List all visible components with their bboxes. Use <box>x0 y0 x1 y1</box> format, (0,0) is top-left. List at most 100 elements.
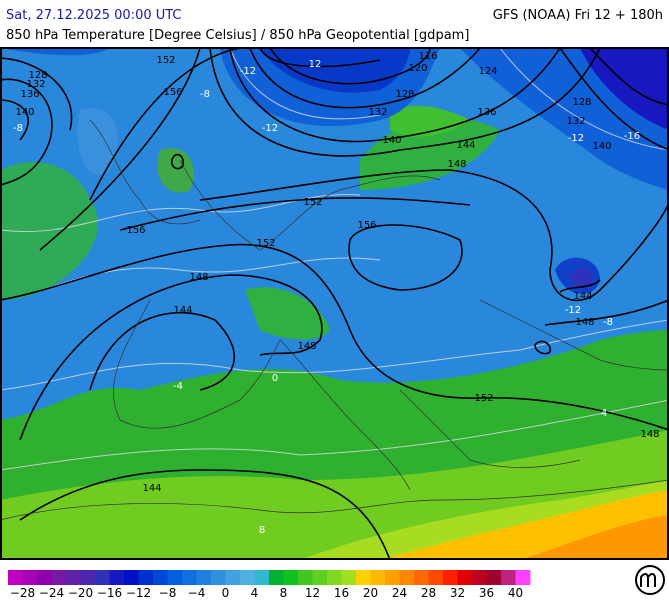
contour-label: 152 <box>156 55 175 66</box>
temperature-label: -12 <box>240 66 256 77</box>
temperature-label: -8 <box>13 123 23 134</box>
colorbar-swatch <box>283 570 299 585</box>
colorbar-swatch <box>414 570 429 585</box>
contour-label: 132 <box>368 107 387 118</box>
colorbar-label: 28 <box>421 586 436 600</box>
colorbar-label: −4 <box>188 586 206 600</box>
colorbar-swatch <box>370 570 386 585</box>
temperature-label: -12 <box>262 123 278 134</box>
contour-label: 144 <box>573 291 592 302</box>
colorbar-swatch <box>196 570 212 585</box>
contour-label: 128 <box>28 70 47 81</box>
colorbar-swatch <box>515 570 531 585</box>
contour-label: 152 <box>256 238 275 249</box>
contour-label: 148 <box>189 272 208 283</box>
model-run: GFS (NOAA) Fri 12 + 180h <box>493 8 663 23</box>
colorbar-swatch <box>8 570 23 585</box>
colorbar-swatch <box>457 570 473 585</box>
contour-label: 136 <box>20 89 39 100</box>
contour-label: 148 <box>447 159 466 170</box>
colorbar-label: 12 <box>305 586 320 600</box>
colorbar-label: 36 <box>479 586 494 600</box>
contour-label: 124 <box>478 66 497 77</box>
temperature-label: -8 <box>200 89 210 100</box>
colorbar-label: −16 <box>97 586 122 600</box>
contour-label: 152 <box>474 393 493 404</box>
contour-label: 156 <box>126 225 145 236</box>
colorbar-swatch <box>428 570 444 585</box>
temperature-label: 0 <box>272 373 278 384</box>
colorbar-swatch <box>399 570 415 585</box>
contour-label: 136 <box>477 107 496 118</box>
map-subtitle: 850 hPa Temperature [Degree Celsius] / 8… <box>6 28 469 43</box>
colorbar-swatch <box>341 570 357 585</box>
colorbar-swatch <box>182 570 197 585</box>
colorbar-swatch <box>66 570 81 585</box>
contour-label: 120 <box>408 63 427 74</box>
colorbar-label: 0 <box>222 586 230 600</box>
temperature-label: 12 <box>309 59 322 70</box>
colorbar-swatch <box>298 570 313 585</box>
colorbar-label: 8 <box>280 586 288 600</box>
colorbar-label: 24 <box>392 586 407 600</box>
valid-time: Sat, 27.12.2025 00:00 UTC <box>6 8 182 23</box>
map: 128 132 136 140 152 156 116 120 124 128 … <box>1 48 668 559</box>
colorbar-swatch <box>486 570 502 585</box>
temperature-label: -12 <box>568 133 584 144</box>
contour-label: 144 <box>173 305 192 316</box>
contour-label: 148 <box>640 429 659 440</box>
contour-label: 156 <box>163 87 182 98</box>
colorbar-label: 4 <box>251 586 259 600</box>
colorbar-swatch <box>109 570 125 585</box>
temperature-label: -4 <box>173 381 183 392</box>
temperature-label: 8 <box>259 525 265 536</box>
colorbar-swatch <box>327 570 342 585</box>
colorbar-label: 20 <box>363 586 378 600</box>
geopotential-labels: 128 132 136 140 152 156 116 120 124 128 … <box>15 51 659 494</box>
contour-label: 132 <box>566 116 585 127</box>
colorbar: −28 −24 −20 −16 −12 −8 −4 0 4 8 12 16 20 24 28 32 36 40 <box>8 570 531 600</box>
contour-label: 144 <box>142 483 161 494</box>
colorbar-swatch <box>211 570 226 585</box>
contour-label: 152 <box>303 197 322 208</box>
colorbar-label: −8 <box>159 586 177 600</box>
colorbar-swatch <box>254 570 270 585</box>
colorbar-swatch <box>356 570 371 585</box>
colorbar-swatch <box>80 570 96 585</box>
contour-label: 128 <box>572 97 591 108</box>
colorbar-swatch <box>22 570 38 585</box>
colorbar-label: 40 <box>508 586 523 600</box>
contour-label: 128 <box>395 89 414 100</box>
contour-label: 132 <box>26 79 45 90</box>
colorbar-swatch <box>37 570 52 585</box>
contour-label: 116 <box>418 51 437 62</box>
colorbar-label: −20 <box>68 586 93 600</box>
contour-label: 140 <box>15 107 34 118</box>
temperature-label: -8 <box>603 317 613 328</box>
colorbar-swatch <box>225 570 241 585</box>
colorbar-swatch <box>95 570 110 585</box>
colorbar-swatch <box>472 570 487 585</box>
temperature-label: -16 <box>624 131 640 142</box>
colorbar-swatch <box>240 570 255 585</box>
contour-label: 144 <box>456 140 475 151</box>
colorbar-label: −12 <box>126 586 151 600</box>
colorbar-swatch <box>269 570 284 585</box>
colorbar-label: 16 <box>334 586 349 600</box>
contour-label: 156 <box>357 220 376 231</box>
contour-label: 140 <box>382 135 401 146</box>
contour-label: 148 <box>297 341 316 352</box>
map-frame <box>0 47 669 560</box>
contour-label: 148 <box>575 317 594 328</box>
logo <box>635 565 665 595</box>
colorbar-label: −28 <box>10 586 35 600</box>
colorbar-swatch <box>51 570 67 585</box>
colorbar-swatch <box>153 570 168 585</box>
temperature-labels: -12 12 -8 -8 -12 -12 -16 -12 -8 -4 0 4 8 <box>13 59 640 536</box>
colorbar-swatch <box>124 570 139 585</box>
colorbar-label: 32 <box>450 586 465 600</box>
colorbar-label: −24 <box>39 586 64 600</box>
temperature-label: 4 <box>601 408 607 419</box>
colorbar-swatch <box>501 570 516 585</box>
